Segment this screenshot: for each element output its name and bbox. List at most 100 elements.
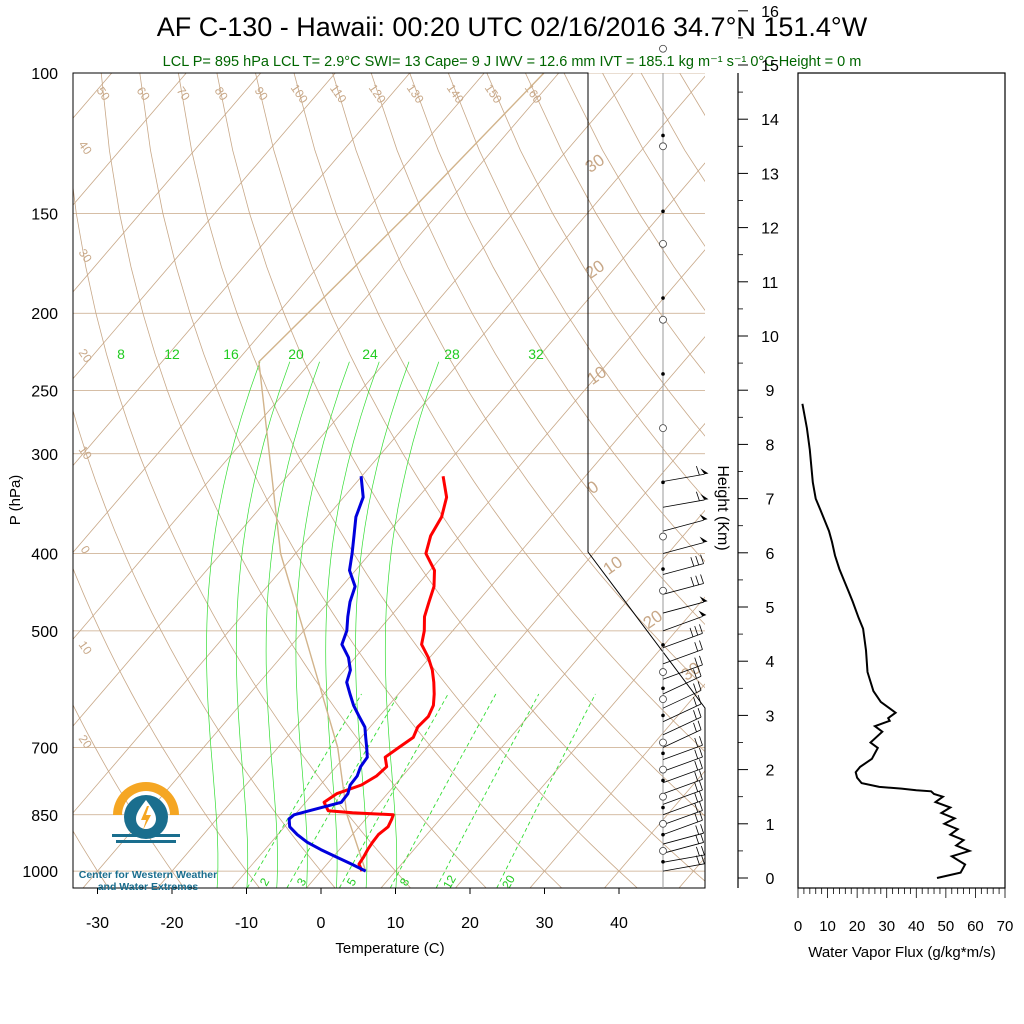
wind-barbs xyxy=(72,44,709,889)
wind-barb xyxy=(662,845,705,863)
logo-lightning-icon xyxy=(141,806,151,830)
wind-barb xyxy=(662,759,703,784)
sounding-lines xyxy=(258,73,545,873)
wind-barb xyxy=(662,736,703,761)
mixing-ratio-label: 32 xyxy=(528,346,544,362)
dry-adiabat-line xyxy=(525,73,705,374)
pressure-tick-label: 250 xyxy=(31,384,58,401)
wind-barb xyxy=(662,854,705,872)
dry-adiabat-line xyxy=(293,73,705,753)
height-marker-circle xyxy=(659,315,667,324)
dewpoint-line xyxy=(287,476,369,873)
wind-barb xyxy=(662,791,703,816)
dry-adiabat-line xyxy=(73,184,411,888)
wind-barb xyxy=(662,491,709,508)
pressure-tick-label: 100 xyxy=(31,66,58,83)
isotherm-line xyxy=(73,73,262,293)
mixing-ratio-label: 8 xyxy=(397,875,413,888)
mixing-ratio-label: 2 xyxy=(257,875,273,888)
height-marker-dot xyxy=(661,686,665,691)
dry-adiabat-line xyxy=(332,73,705,689)
height-marker-circle xyxy=(659,532,667,541)
flux-tick-label: 10 xyxy=(819,918,836,935)
height-marker-dot xyxy=(661,859,665,864)
height-tick-label: 10 xyxy=(761,329,779,346)
height-tick-label: 12 xyxy=(761,221,779,238)
isotherm-line xyxy=(455,596,705,888)
height-marker-circle xyxy=(659,792,667,801)
logo-orange-arc xyxy=(113,782,179,815)
isotherm-label: 60 xyxy=(134,84,153,103)
height-marker-circle xyxy=(659,765,667,774)
wind-barb xyxy=(662,824,704,845)
dry-adiabat-line xyxy=(255,73,705,817)
flux-profile-line xyxy=(801,403,973,879)
flux-plot-frame xyxy=(797,72,1006,889)
height-marker-circle xyxy=(659,586,667,595)
wind-barb xyxy=(662,780,703,805)
height-tick-label: 2 xyxy=(766,763,775,780)
isotherm-line xyxy=(157,249,705,888)
height-tick-label: 11 xyxy=(762,275,779,292)
height-tick-label: 5 xyxy=(766,600,775,617)
x-axis-label: Temperature (C) xyxy=(335,940,444,957)
height-axis-label: Height (Km) xyxy=(714,465,731,550)
dry-adiabat-line xyxy=(563,73,705,311)
wind-barb xyxy=(662,640,703,665)
pressure-tick-label: 1000 xyxy=(22,864,58,881)
flux-tick-label: 60 xyxy=(967,918,984,935)
moist-adiabat-line xyxy=(295,361,350,888)
height-tick-label: 9 xyxy=(766,383,775,400)
height-marker-circle xyxy=(659,424,667,433)
isotherm-label: 90 xyxy=(252,84,271,103)
height-marker-circle xyxy=(659,847,667,855)
isotherm-label: 150 xyxy=(482,81,505,106)
isotherm-line xyxy=(73,73,485,553)
logo-text-line1: Center for Western Weather xyxy=(79,869,217,881)
dry-adiabat-label: 20 xyxy=(640,606,666,632)
temperature-tick-label: 30 xyxy=(536,915,554,932)
temperature-tick-label: 0 xyxy=(317,915,326,932)
dry-adiabat-line xyxy=(178,73,638,888)
flux-tick-label: 50 xyxy=(938,918,955,935)
dry-adiabat-line xyxy=(73,704,185,888)
dry-adiabat-line xyxy=(409,73,705,563)
mixing-ratio-label: 5 xyxy=(344,875,360,888)
temperature-tick-label: -10 xyxy=(235,915,258,932)
pressure-tick-label: 700 xyxy=(31,740,58,757)
moist-adiabat-line xyxy=(265,361,320,888)
isotherm-label: 70 xyxy=(174,84,193,103)
wind-barb xyxy=(662,811,703,835)
mixing-ratio-line xyxy=(339,693,449,888)
height-tick-label: 7 xyxy=(766,492,775,509)
height-tick-label: 14 xyxy=(761,112,779,129)
y-axis-label: P (hPa) xyxy=(7,475,24,526)
dry-adiabat-line xyxy=(640,73,705,183)
isotherm-line xyxy=(73,73,336,380)
isotherm-label: 140 xyxy=(444,81,467,106)
mixing-ratio-line xyxy=(389,693,497,888)
height-marker-dot xyxy=(661,567,665,571)
dry-adiabat-line xyxy=(486,73,705,437)
wind-barb xyxy=(662,465,709,482)
isotherm-line xyxy=(73,75,705,814)
wind-barb xyxy=(662,833,704,854)
dry-adiabat-line xyxy=(139,73,562,888)
dry-adiabat-line xyxy=(73,409,336,888)
dry-adiabat-label: 0 xyxy=(584,477,603,498)
height-tick-label: 3 xyxy=(766,708,775,725)
water-vapor-flux-plot: 0 10 20 30 40 50 60 70 012345678910111213141516… xyxy=(714,4,1013,961)
dry-adiabat-label: 10 xyxy=(600,552,626,578)
wind-barb xyxy=(662,536,708,554)
mixing-ratio-label: 8 xyxy=(117,346,125,362)
isotherm-label: 20 xyxy=(76,732,95,751)
mixing-ratio-label: 20 xyxy=(288,346,304,362)
temperature-tick-label: -30 xyxy=(86,915,109,932)
wind-barb xyxy=(662,667,702,695)
height-marker-circle xyxy=(659,819,667,828)
wind-barb xyxy=(662,655,703,680)
wind-barb xyxy=(662,747,703,772)
isotherm-line xyxy=(306,422,705,888)
mixing-ratio-line xyxy=(435,693,540,888)
